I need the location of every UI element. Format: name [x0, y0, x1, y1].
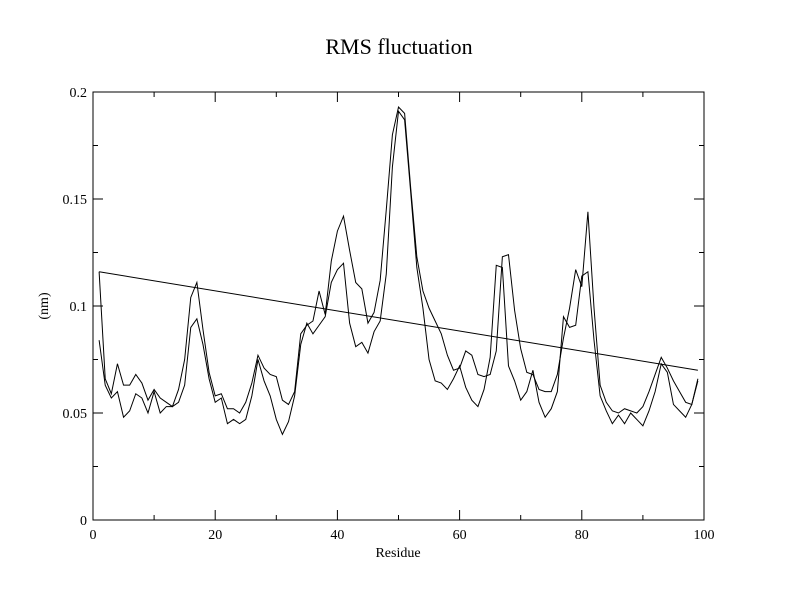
plot-frame — [92, 91, 705, 521]
axis-tick-labels: 0 20 40 60 80 100 0 0.05 0.1 0.15 0.2 — [63, 86, 715, 543]
series-line-1 — [98, 105, 699, 414]
x-tick-label: 0 — [90, 528, 97, 543]
y-tick-label: 0.05 — [63, 407, 88, 422]
y-tick-label: 0.15 — [63, 193, 88, 208]
x-tick-label: 100 — [694, 528, 715, 543]
chart-title: RMS fluctuation — [325, 34, 472, 59]
y-tick-label: 0 — [80, 514, 87, 529]
x-tick-label: 80 — [575, 528, 589, 543]
y-tick-label: 0.1 — [70, 300, 88, 315]
series-line-3 — [99, 271, 698, 371]
series-line-2 — [98, 109, 699, 436]
x-axis-label: Residue — [375, 546, 420, 561]
data-series-group — [98, 105, 699, 436]
axis-ticks — [92, 91, 705, 521]
x-tick-label: 20 — [208, 528, 222, 543]
x-tick-label: 60 — [453, 528, 467, 543]
x-tick-label: 40 — [330, 528, 344, 543]
y-axis-label: (nm) — [37, 292, 52, 320]
y-tick-label: 0.2 — [70, 86, 88, 101]
